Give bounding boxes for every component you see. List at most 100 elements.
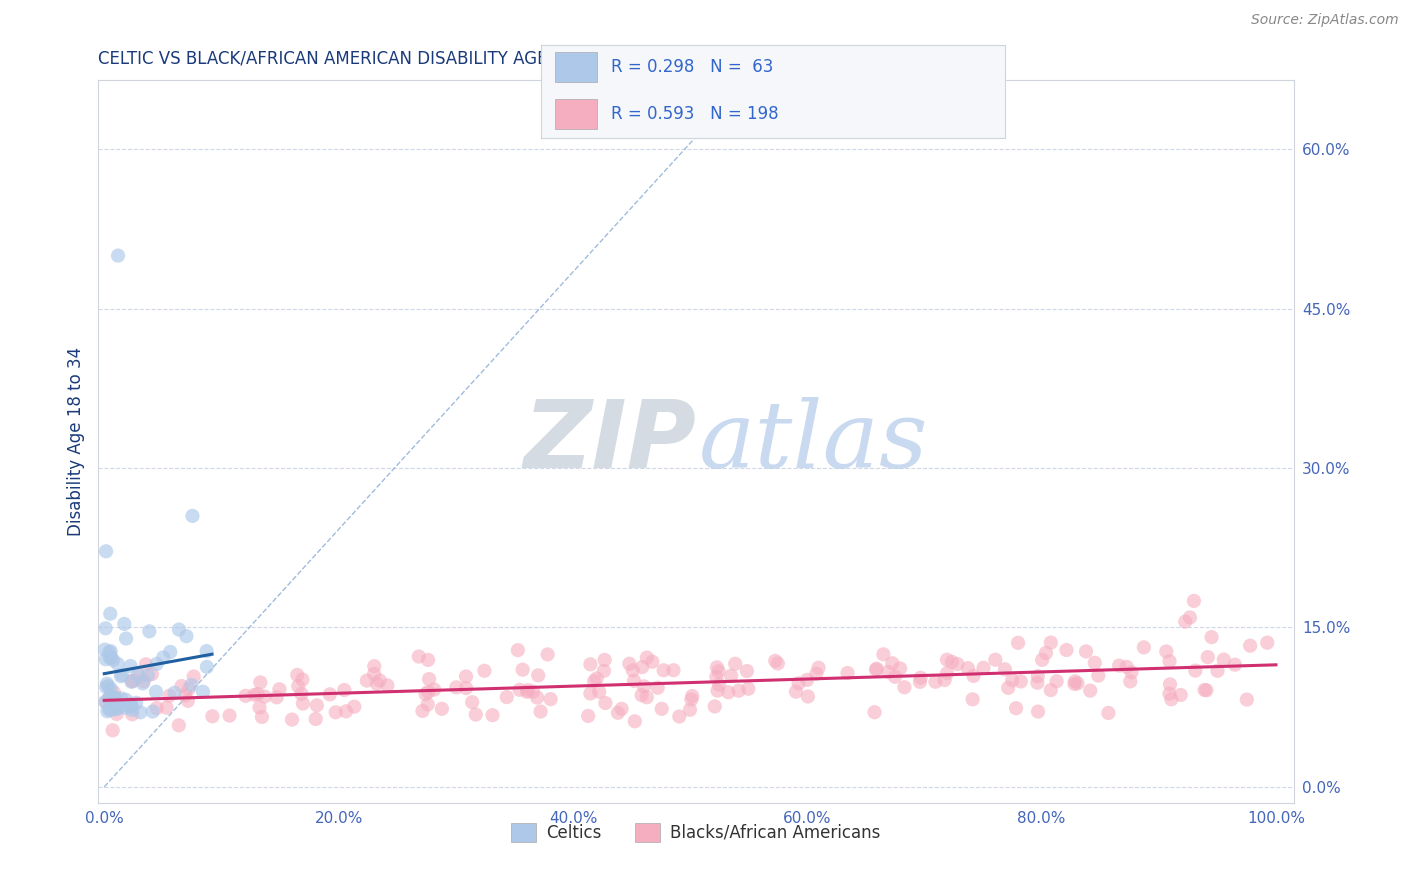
Point — [180, 678, 202, 692]
FancyBboxPatch shape — [555, 99, 598, 129]
Point — [287, 679, 309, 693]
Point — [94, 621, 117, 635]
Point — [138, 624, 160, 639]
Point — [103, 685, 125, 699]
Point — [122, 673, 145, 688]
Point — [157, 689, 180, 703]
Point — [96, 676, 118, 690]
Point — [290, 687, 312, 701]
Point — [163, 686, 186, 700]
Point — [1026, 675, 1049, 690]
Point — [1182, 594, 1205, 608]
Point — [281, 713, 304, 727]
Point — [416, 653, 439, 667]
Point — [183, 669, 205, 683]
Point — [1160, 692, 1182, 706]
Point — [418, 672, 440, 686]
Point — [363, 659, 385, 673]
Point — [527, 668, 550, 682]
Point — [1056, 643, 1078, 657]
Point — [319, 687, 342, 701]
Point — [343, 699, 366, 714]
Point — [191, 684, 214, 698]
Point — [956, 661, 979, 675]
Point — [607, 706, 630, 720]
Point — [129, 706, 152, 720]
Point — [910, 671, 932, 685]
Point — [145, 685, 167, 699]
Point — [120, 698, 142, 712]
Point — [1039, 635, 1062, 649]
Point — [1063, 677, 1085, 691]
Point — [446, 681, 468, 695]
Point — [177, 694, 200, 708]
Point — [132, 676, 155, 690]
Point — [946, 657, 969, 672]
Point — [120, 699, 142, 714]
Point — [94, 642, 117, 657]
Point — [114, 692, 136, 706]
Point — [1156, 644, 1178, 658]
Point — [877, 665, 900, 679]
Point — [335, 704, 357, 718]
Point — [962, 692, 984, 706]
Point — [177, 681, 200, 696]
Point — [512, 663, 534, 677]
Point — [129, 669, 152, 683]
Point — [585, 672, 607, 686]
Point — [1121, 665, 1143, 680]
Point — [610, 702, 633, 716]
Point — [727, 683, 749, 698]
Point — [517, 683, 540, 698]
Point — [720, 669, 742, 683]
Point — [94, 652, 117, 666]
Text: Source: ZipAtlas.com: Source: ZipAtlas.com — [1251, 13, 1399, 28]
Point — [377, 678, 399, 692]
Point — [1159, 677, 1181, 691]
Point — [201, 709, 224, 723]
Point — [104, 701, 127, 715]
Point — [936, 666, 959, 681]
Point — [1007, 636, 1029, 650]
Point — [117, 698, 139, 713]
Point — [704, 670, 727, 684]
Point — [766, 657, 789, 671]
Point — [141, 667, 163, 681]
Point — [924, 674, 946, 689]
Point — [576, 709, 599, 723]
Point — [269, 682, 291, 697]
Point — [647, 681, 669, 695]
Point — [787, 676, 810, 690]
Point — [181, 508, 204, 523]
Point — [593, 664, 616, 678]
Point — [96, 704, 118, 718]
Point — [1108, 658, 1130, 673]
Point — [1174, 615, 1197, 629]
Point — [651, 702, 673, 716]
Point — [908, 674, 931, 689]
Point — [368, 673, 391, 688]
Point — [356, 673, 378, 688]
Point — [1197, 650, 1219, 665]
Point — [120, 698, 142, 712]
Point — [1236, 692, 1258, 706]
Point — [807, 661, 830, 675]
Point — [115, 632, 138, 646]
Point — [105, 706, 128, 721]
Point — [456, 681, 478, 695]
Point — [291, 697, 314, 711]
Point — [1170, 688, 1192, 702]
Text: atlas: atlas — [699, 397, 928, 486]
Point — [305, 698, 328, 713]
Point — [195, 644, 218, 658]
Point — [218, 708, 240, 723]
Point — [136, 668, 159, 682]
Point — [170, 679, 193, 693]
Point — [121, 674, 143, 689]
Point — [540, 692, 562, 706]
Point — [1026, 705, 1049, 719]
Point — [1133, 640, 1156, 655]
Point — [1064, 674, 1087, 689]
Point — [333, 683, 356, 698]
Point — [100, 650, 122, 665]
